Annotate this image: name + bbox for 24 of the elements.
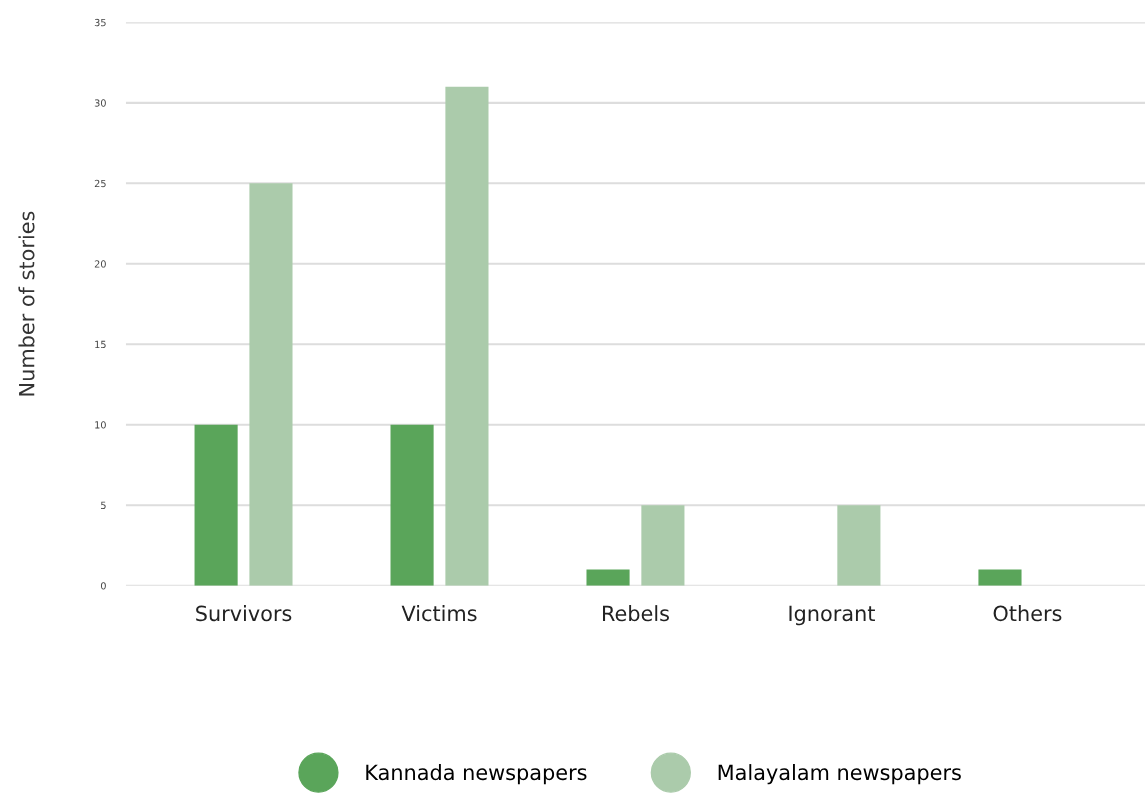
x-tick-label: Survivors — [196, 605, 292, 622]
y-tick-label: 35 — [94, 18, 106, 27]
bar — [445, 86, 489, 586]
x-tick-label: Ignorant — [789, 605, 875, 626]
y-tick-label: 10 — [95, 421, 106, 429]
bar — [586, 569, 630, 586]
x-tick-label: Victims — [401, 605, 477, 622]
legend-label: Malayalam newspapers — [718, 764, 961, 785]
bar — [978, 569, 1022, 586]
y-tick-label: 15 — [95, 340, 106, 349]
y-tick-label: 0 — [100, 582, 106, 590]
y-tick-label: 25 — [94, 179, 106, 188]
bar — [390, 424, 434, 586]
legend-label: Kannada newspapers — [366, 764, 587, 785]
y-tick-label: 5 — [101, 501, 106, 510]
y-tick-label: 30 — [94, 99, 106, 107]
bar — [249, 183, 293, 586]
x-tick-label: Others — [993, 605, 1062, 622]
bar — [194, 424, 238, 586]
x-tick-label: Rebels — [603, 605, 669, 622]
y-tick-label: 20 — [94, 260, 106, 268]
y-axis-title: Number of stories — [18, 211, 35, 396]
bar — [837, 505, 881, 586]
bar — [641, 505, 685, 586]
